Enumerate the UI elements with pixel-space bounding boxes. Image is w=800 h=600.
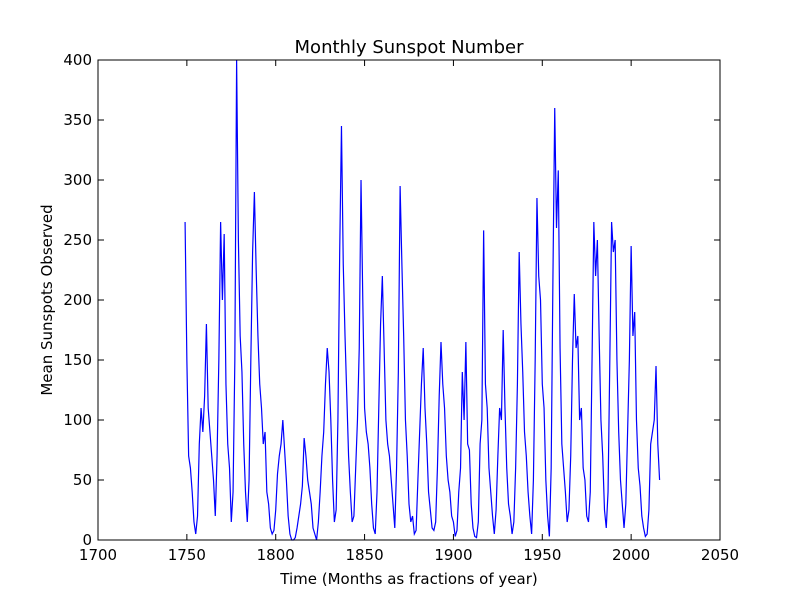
y-tick-label: 400 (63, 51, 92, 69)
y-tick-label: 250 (63, 231, 92, 249)
data-line (184, 59, 661, 541)
x-tick-label: 1950 (523, 546, 561, 564)
y-tick-label: 350 (63, 111, 92, 129)
x-tick-label: 2050 (701, 546, 739, 564)
y-tick-label: 100 (63, 411, 92, 429)
x-tick-label: 1800 (257, 546, 295, 564)
y-tick-label: 300 (63, 171, 92, 189)
y-tick-label: 200 (63, 291, 92, 309)
y-tick-label: 50 (73, 471, 92, 489)
x-tick-label: 1850 (345, 546, 383, 564)
x-tick-label: 1900 (434, 546, 472, 564)
x-axis-label: Time (Months as fractions of year) (279, 570, 537, 588)
chart-title: Monthly Sunspot Number (295, 37, 525, 58)
y-tick-label: 0 (82, 531, 92, 549)
x-tick-label: 1750 (168, 546, 206, 564)
x-tick-label: 2000 (612, 546, 650, 564)
x-tick-label: 1700 (79, 546, 117, 564)
y-tick-label: 150 (63, 351, 92, 369)
y-axis-label: Mean Sunspots Observed (38, 204, 56, 395)
